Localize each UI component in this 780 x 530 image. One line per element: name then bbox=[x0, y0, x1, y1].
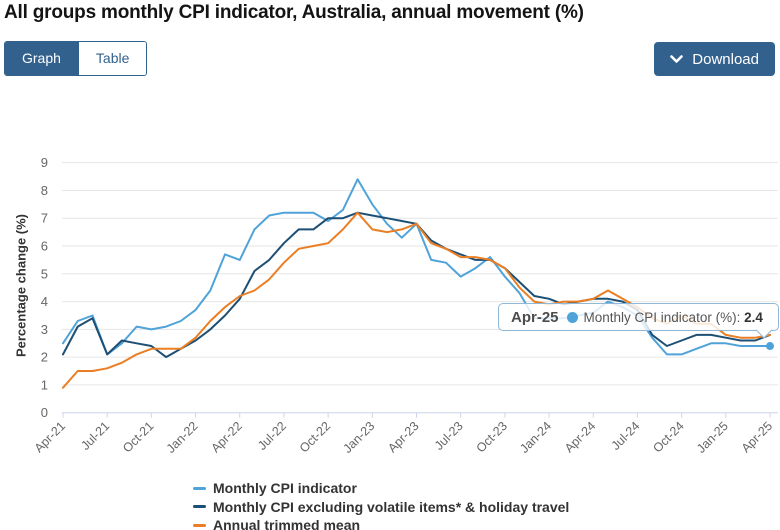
tooltip-value: 2.4 bbox=[744, 309, 763, 325]
download-button[interactable]: Download bbox=[654, 42, 775, 76]
x-tick-label: Apr-25 bbox=[739, 419, 775, 455]
y-tick-label: 0 bbox=[41, 405, 48, 420]
legend-line-swatch bbox=[193, 505, 206, 509]
legend-line-swatch bbox=[193, 486, 206, 490]
x-tick-label: Apr-23 bbox=[385, 419, 421, 455]
x-tick-label: Oct-22 bbox=[297, 419, 333, 455]
x-tick-label: Jan-25 bbox=[694, 419, 731, 456]
x-tick-label: Oct-21 bbox=[120, 419, 156, 455]
y-tick-label: 3 bbox=[41, 322, 48, 337]
legend-label: Monthly CPI excluding volatile items* & … bbox=[213, 498, 570, 515]
x-tick-label: Jan-24 bbox=[517, 419, 554, 456]
chart-legend: Monthly CPI indicator Monthly CPI exclud… bbox=[193, 479, 569, 530]
y-tick-label: 6 bbox=[41, 239, 48, 254]
series-line bbox=[62, 211, 771, 359]
x-tick-label: Apr-21 bbox=[32, 419, 68, 455]
y-tick-label: 4 bbox=[41, 294, 48, 309]
legend-item-trimmed-mean[interactable]: Annual trimmed mean bbox=[193, 516, 569, 530]
x-tick-label: Jul-23 bbox=[432, 419, 466, 453]
x-tick-label: Apr-24 bbox=[562, 419, 598, 455]
legend-label: Annual trimmed mean bbox=[213, 517, 361, 530]
hovered-point-marker bbox=[766, 342, 775, 351]
series-marker-dot-icon bbox=[566, 311, 578, 323]
y-tick-label: 5 bbox=[41, 266, 48, 281]
legend-line-swatch bbox=[193, 523, 206, 527]
x-tick-label: Jul-22 bbox=[255, 419, 289, 453]
view-toggle: Graph Table bbox=[4, 41, 148, 76]
download-label: Download bbox=[692, 50, 759, 68]
x-tick-label: Jan-22 bbox=[164, 419, 201, 456]
tooltip-period-label: Apr-25 bbox=[511, 308, 559, 326]
x-tick-label: Oct-24 bbox=[650, 419, 686, 455]
y-tick-label: 9 bbox=[41, 155, 48, 170]
chevron-down-icon bbox=[670, 54, 684, 64]
legend-label: Monthly CPI indicator bbox=[213, 480, 357, 497]
page-title: All groups monthly CPI indicator, Austra… bbox=[4, 2, 584, 23]
tab-graph[interactable]: Graph bbox=[5, 42, 78, 75]
series-line bbox=[62, 211, 771, 389]
x-tick-label: Oct-23 bbox=[474, 419, 510, 455]
y-tick-label: 8 bbox=[41, 183, 48, 198]
legend-item-monthly-cpi[interactable]: Monthly CPI indicator bbox=[193, 479, 569, 498]
tab-table[interactable]: Table bbox=[77, 42, 147, 75]
chart-tooltip: Apr-25 Monthly CPI indicator (%): 2.4 bbox=[498, 303, 779, 339]
legend-item-excluding-volatile[interactable]: Monthly CPI excluding volatile items* & … bbox=[193, 498, 569, 517]
y-tick-label: 7 bbox=[41, 211, 48, 226]
y-tick-label: 2 bbox=[41, 350, 48, 365]
x-tick-label: Apr-22 bbox=[208, 419, 244, 455]
x-tick-label: Jul-24 bbox=[609, 419, 643, 453]
x-tick-label: Jan-23 bbox=[340, 419, 377, 456]
tooltip-series-text: Monthly CPI indicator (%): 2.4 bbox=[583, 309, 763, 325]
x-tick-label: Jul-21 bbox=[78, 419, 112, 453]
y-tick-label: 1 bbox=[41, 377, 48, 392]
